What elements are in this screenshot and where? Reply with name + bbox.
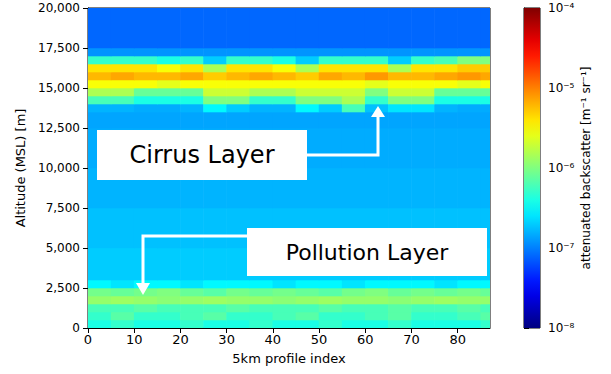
svg-text:5,000: 5,000 bbox=[46, 241, 80, 255]
svg-text:10⁻⁶: 10⁻⁶ bbox=[548, 161, 575, 175]
svg-text:Altitude (MSL) [m]: Altitude (MSL) [m] bbox=[13, 109, 28, 228]
svg-text:20: 20 bbox=[172, 332, 189, 347]
svg-text:70: 70 bbox=[403, 332, 420, 347]
svg-text:10⁻⁵: 10⁻⁵ bbox=[548, 81, 575, 95]
svg-text:Pollution Layer: Pollution Layer bbox=[286, 240, 450, 265]
svg-text:40: 40 bbox=[265, 332, 282, 347]
svg-text:20,000: 20,000 bbox=[38, 1, 80, 15]
svg-text:2,500: 2,500 bbox=[46, 281, 80, 295]
svg-text:10: 10 bbox=[126, 332, 143, 347]
svg-text:17,500: 17,500 bbox=[38, 41, 80, 55]
svg-text:30: 30 bbox=[218, 332, 235, 347]
svg-text:7,500: 7,500 bbox=[46, 201, 80, 215]
svg-text:60: 60 bbox=[357, 332, 374, 347]
svg-text:10,000: 10,000 bbox=[38, 161, 80, 175]
svg-text:attenuated backscatter [m⁻¹ sr: attenuated backscatter [m⁻¹ sr⁻¹] bbox=[579, 67, 593, 270]
svg-text:80: 80 bbox=[449, 332, 466, 347]
svg-text:50: 50 bbox=[311, 332, 328, 347]
svg-text:0: 0 bbox=[84, 332, 92, 347]
svg-text:10⁻⁸: 10⁻⁸ bbox=[548, 321, 575, 335]
svg-text:0: 0 bbox=[72, 321, 80, 335]
svg-text:10⁻⁷: 10⁻⁷ bbox=[548, 241, 575, 255]
svg-text:15,000: 15,000 bbox=[38, 81, 80, 95]
svg-text:5km profile index: 5km profile index bbox=[232, 351, 346, 366]
svg-text:12,500: 12,500 bbox=[38, 121, 80, 135]
svg-text:Cirrus Layer: Cirrus Layer bbox=[130, 141, 275, 169]
svg-text:10⁻⁴: 10⁻⁴ bbox=[548, 1, 575, 15]
